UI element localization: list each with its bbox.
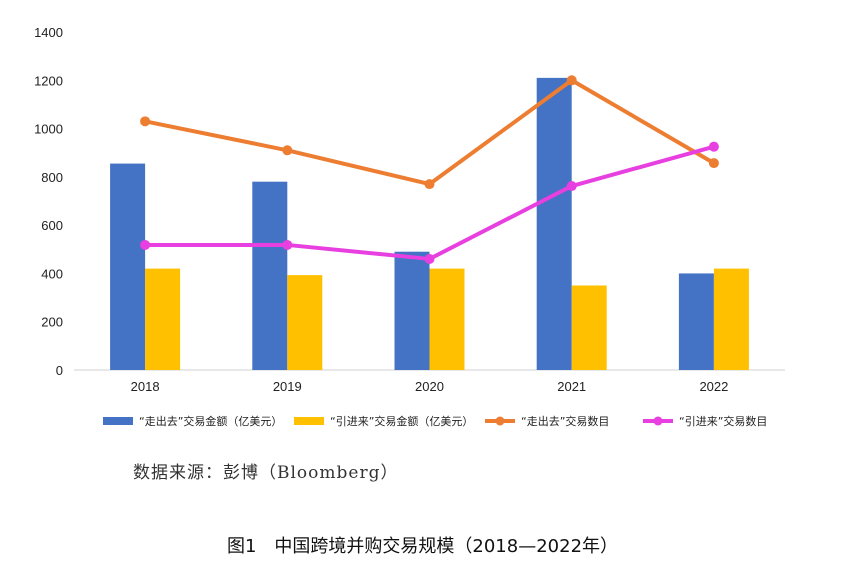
- x-axis-ticks: 2018 2019 2020 2021 2022: [131, 379, 729, 394]
- data-point: [424, 253, 435, 264]
- legend-label: “引进来”交易数目: [679, 414, 767, 428]
- data-point: [708, 158, 719, 169]
- series-lines: [140, 75, 719, 264]
- y-tick-label: 1200: [34, 73, 63, 88]
- legend-marker: [495, 416, 505, 426]
- legend-swatch: [103, 417, 133, 425]
- bar: [713, 268, 749, 370]
- y-tick-label: 200: [41, 315, 63, 330]
- legend: “走出去”交易金额（亿美元） “引进来”交易金额（亿美元） “走出去”交易数目 “引进…: [103, 414, 767, 428]
- x-tick-label: 2021: [557, 379, 586, 394]
- data-point: [140, 116, 151, 127]
- bar: [536, 77, 572, 370]
- legend-marker: [653, 416, 663, 426]
- y-tick-label: 800: [41, 170, 63, 185]
- data-point: [566, 75, 577, 86]
- x-tick-label: 2020: [415, 379, 444, 394]
- bar: [394, 251, 430, 370]
- y-tick-label: 0: [56, 363, 63, 378]
- bar: [429, 268, 465, 370]
- y-axis-ticks: 0 200 400 600 800 1000 1200 1400: [34, 25, 63, 378]
- bars: [110, 77, 749, 370]
- x-tick-label: 2022: [699, 379, 728, 394]
- data-point: [424, 179, 435, 190]
- y-tick-label: 1000: [34, 122, 63, 137]
- bar: [110, 163, 146, 370]
- bar: [678, 273, 714, 370]
- y-tick-label: 1400: [34, 25, 63, 40]
- data-point: [282, 145, 293, 156]
- source-note: 数据来源：彭博（Bloomberg）: [133, 463, 399, 483]
- legend-label: “走出去”交易数目: [521, 414, 609, 428]
- legend-swatch: [294, 417, 324, 425]
- bar: [145, 268, 181, 370]
- data-point: [566, 181, 577, 192]
- y-tick-label: 400: [41, 266, 63, 281]
- x-tick-label: 2019: [273, 379, 302, 394]
- y-tick-label: 600: [41, 218, 63, 233]
- bar: [571, 285, 607, 370]
- data-point: [282, 239, 293, 250]
- data-point: [708, 141, 719, 152]
- series-line: [145, 144, 715, 261]
- legend-label: “走出去”交易金额（亿美元）: [139, 414, 282, 428]
- figure-caption: 图1 中国跨境并购交易规模（2018—2022年）: [226, 536, 619, 557]
- bar: [287, 275, 323, 370]
- bar: [252, 181, 288, 370]
- x-tick-label: 2018: [131, 379, 160, 394]
- legend-label: “引进来”交易金额（亿美元）: [330, 414, 473, 428]
- data-point: [140, 239, 151, 250]
